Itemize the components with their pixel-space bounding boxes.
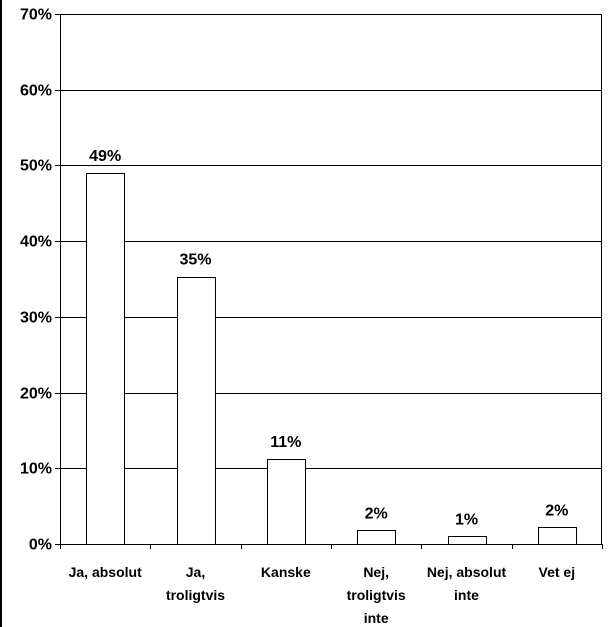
y-tick-label: 0% [29,537,52,554]
y-tick-label: 40% [20,234,52,251]
y-tick-label: 10% [20,461,52,478]
data-label: 49% [89,148,121,165]
x-category-label: inte [364,610,389,626]
x-category-label: Nej, [363,564,389,580]
bar [177,277,216,545]
x-category-label: Kanske [261,564,311,580]
bar [86,173,125,545]
y-tick-label: 20% [20,386,52,403]
bar [538,527,577,545]
x-category-label: Ja, absolut [69,564,142,580]
frame-left-border [0,0,2,627]
x-category-label: Ja, [186,564,205,580]
x-category-label: Nej, absolut [427,564,507,580]
data-label: 2% [365,505,388,522]
y-tick-label: 50% [20,158,52,175]
data-label: 1% [455,511,478,528]
y-tick-label: 60% [20,83,52,100]
data-label: 11% [270,434,301,451]
x-category-label: troligtvis [166,587,225,603]
x-category-label: troligtvis [347,587,406,603]
bar [357,530,396,545]
x-category-label: Vet ej [539,564,576,580]
data-label: 35% [179,252,211,269]
bar [267,459,306,545]
bar [448,536,487,545]
y-tick-label: 70% [20,7,52,24]
y-tick-label: 30% [20,310,52,327]
x-category-label: inte [454,587,479,603]
data-label: 2% [545,502,568,519]
